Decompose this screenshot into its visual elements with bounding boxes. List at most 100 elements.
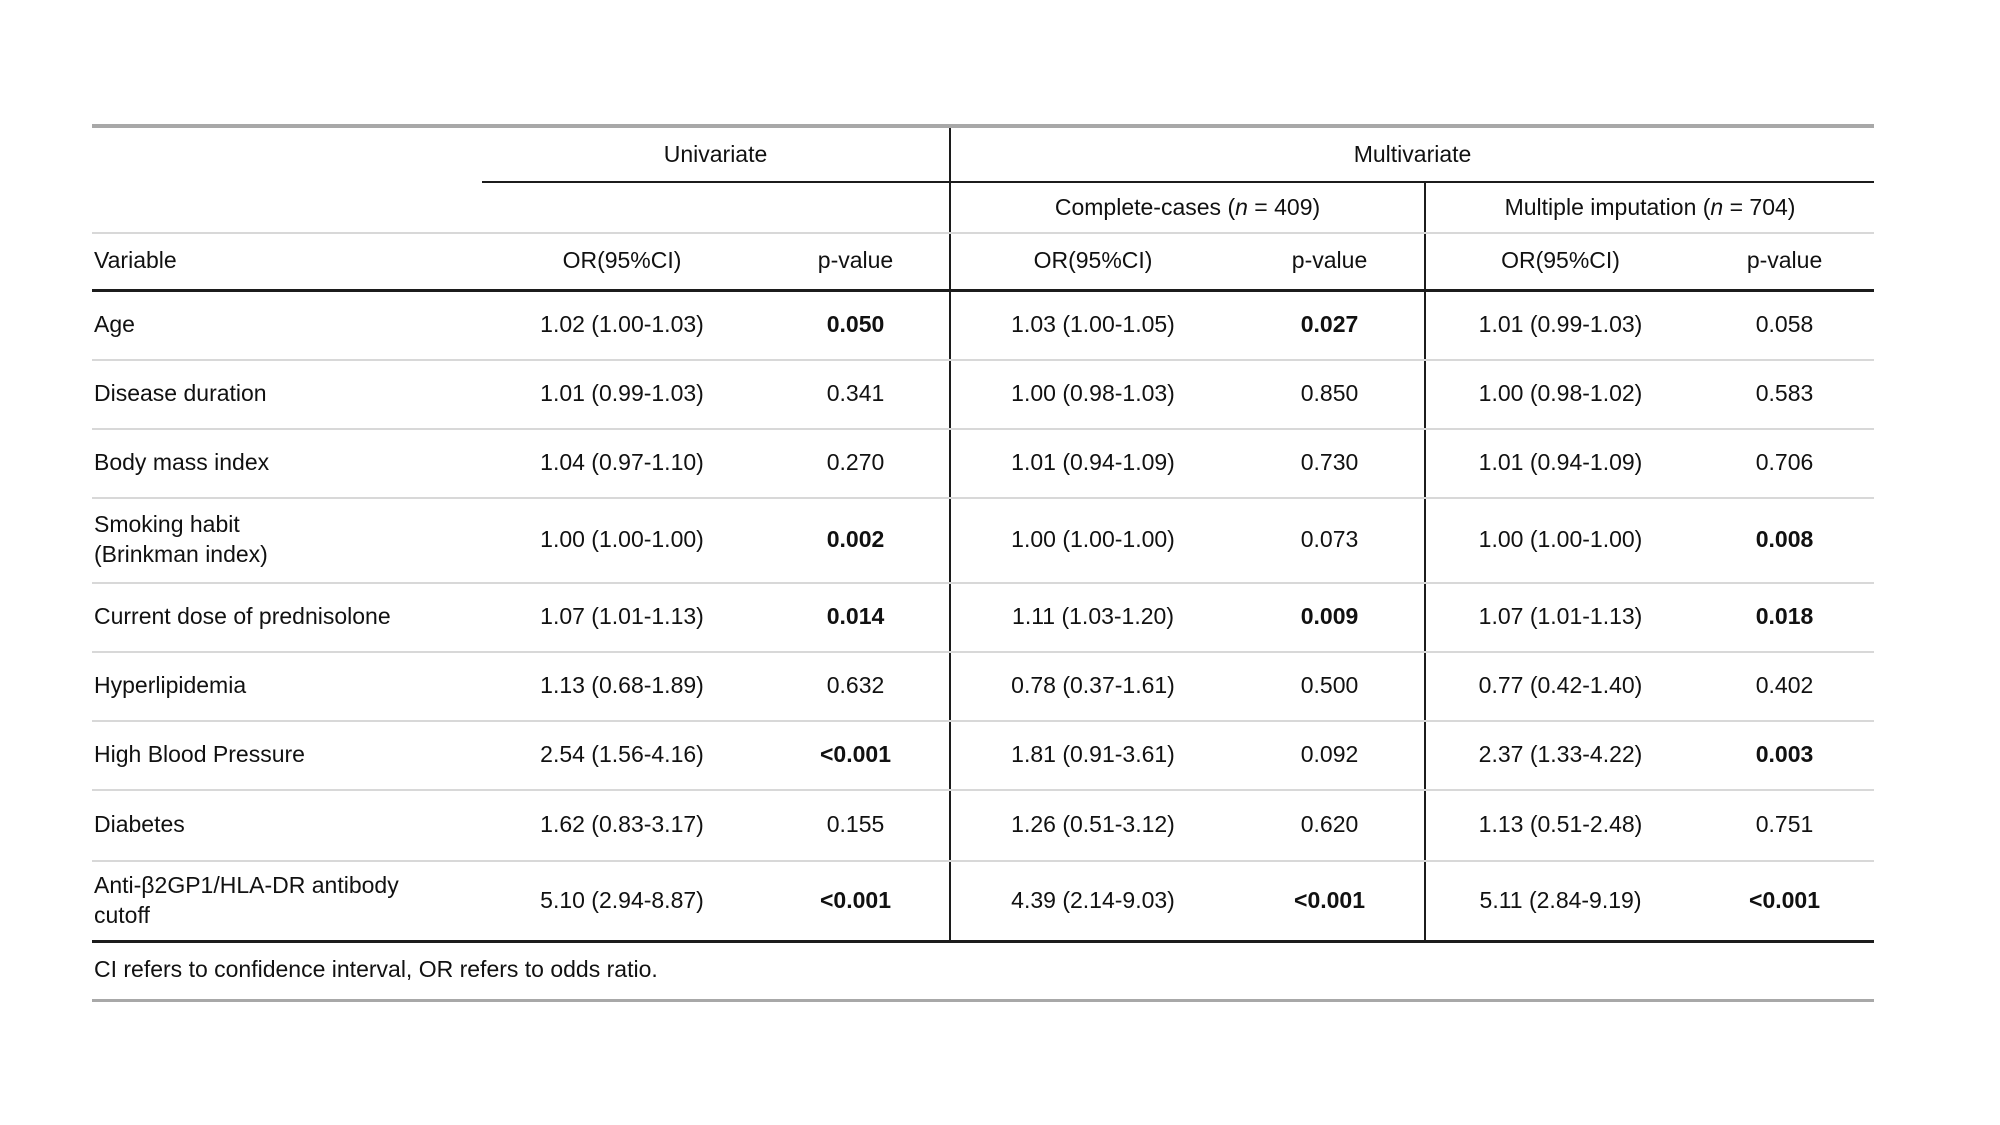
univariate-p-cell: 0.155 [762, 789, 951, 862]
multiple-imputation-p-cell: 0.706 [1695, 428, 1875, 499]
table-footnote: CI refers to confidence interval, OR ref… [92, 943, 1874, 1002]
complete-cases-or-column-header: OR(95%CI) [949, 233, 1236, 292]
complete-cases-p-cell: 0.092 [1235, 720, 1426, 791]
table-row: Current dose of prednisolone 1.07 (1.01-1… [92, 582, 1875, 653]
complete-cases-p-cell: 0.073 [1235, 497, 1426, 584]
multiple-imputation-label-prefix: Multiple imputation ( [1504, 193, 1711, 220]
complete-cases-p-cell: 0.620 [1235, 789, 1426, 862]
complete-cases-or-cell: 1.26 (0.51-3.12) [949, 789, 1236, 862]
table-row: Anti-β2GP1/HLA-DR antibody cutoff 5.10 (2… [92, 860, 1875, 943]
multiple-imputation-label-suffix: = 704) [1723, 193, 1796, 220]
complete-cases-or-cell: 1.03 (1.00-1.05) [949, 290, 1236, 361]
variable-cell: Hyperlipidemia [92, 651, 482, 722]
table-row: Hyperlipidemia 1.13 (0.68-1.89) 0.632 0.78 … [92, 651, 1875, 722]
complete-cases-label-prefix: Complete-cases ( [1054, 193, 1236, 220]
blank-univariate-cell [482, 182, 951, 234]
univariate-p-column-header: p-value [762, 233, 951, 292]
univariate-or-cell: 1.01 (0.99-1.03) [482, 359, 762, 430]
table-body: Age 1.02 (1.00-1.03) 0.050 1.03 (1.00-1.05)… [92, 290, 1875, 943]
multiple-imputation-or-cell: 1.01 (0.94-1.09) [1424, 428, 1696, 499]
univariate-p-cell: 0.632 [762, 651, 951, 722]
multiple-imputation-p-cell: 0.058 [1695, 290, 1875, 361]
blank-corner-cell [92, 128, 482, 182]
multiple-imputation-or-cell: 1.13 (0.51-2.48) [1424, 789, 1696, 862]
complete-cases-or-cell: 0.78 (0.37-1.61) [949, 651, 1236, 722]
univariate-or-cell: 1.13 (0.68-1.89) [482, 651, 762, 722]
multiple-imputation-or-cell: 1.00 (0.98-1.02) [1424, 359, 1696, 430]
multiple-imputation-p-cell: 0.402 [1695, 651, 1875, 722]
univariate-or-cell: 1.02 (1.00-1.03) [482, 290, 762, 361]
univariate-or-cell: 5.10 (2.94-8.87) [482, 860, 762, 943]
univariate-or-column-header: OR(95%CI) [482, 233, 762, 292]
multiple-imputation-or-cell: 5.11 (2.84-9.19) [1424, 860, 1696, 943]
n-symbol: n [1235, 193, 1248, 220]
variable-cell: Current dose of prednisolone [92, 582, 482, 653]
univariate-p-cell: 0.050 [762, 290, 951, 361]
multiple-imputation-or-cell: 1.01 (0.99-1.03) [1424, 290, 1696, 361]
univariate-or-cell: 1.04 (0.97-1.10) [482, 428, 762, 499]
variable-cell: High Blood Pressure [92, 720, 482, 791]
univariate-p-cell: 0.014 [762, 582, 951, 653]
complete-cases-label-suffix: = 409) [1247, 193, 1321, 220]
univariate-or-cell: 1.00 (1.00-1.00) [482, 497, 762, 584]
complete-cases-p-cell: 0.027 [1235, 290, 1426, 361]
subheader-row: Complete-cases (n = 409) Multiple imputa… [92, 182, 1875, 234]
complete-cases-header: Complete-cases (n = 409) [949, 182, 1426, 234]
complete-cases-p-cell: <0.001 [1235, 860, 1426, 943]
variable-cell: Age [92, 290, 482, 361]
multiple-imputation-p-cell: 0.018 [1695, 582, 1875, 653]
variable-cell: Anti-β2GP1/HLA-DR antibody cutoff [92, 860, 482, 943]
table-row: High Blood Pressure 2.54 (1.56-4.16) <0.00… [92, 720, 1875, 791]
multiple-imputation-or-cell: 0.77 (0.42-1.40) [1424, 651, 1696, 722]
multiple-imputation-p-cell: <0.001 [1695, 860, 1875, 943]
multiple-imputation-or-cell: 1.07 (1.01-1.13) [1424, 582, 1696, 653]
univariate-or-cell: 2.54 (1.56-4.16) [482, 720, 762, 791]
univariate-p-cell: <0.001 [762, 720, 951, 791]
complete-cases-p-cell: 0.730 [1235, 428, 1426, 499]
complete-cases-or-cell: 1.11 (1.03-1.20) [949, 582, 1236, 653]
univariate-group-header: Univariate [482, 128, 951, 183]
univariate-or-cell: 1.62 (0.83-3.17) [482, 789, 762, 862]
univariate-p-cell: <0.001 [762, 860, 951, 943]
complete-cases-or-cell: 1.01 (0.94-1.09) [949, 428, 1236, 499]
table-row: Body mass index 1.04 (0.97-1.10) 0.270 1.01… [92, 428, 1875, 499]
multiple-imputation-or-column-header: OR(95%CI) [1424, 233, 1696, 292]
multiple-imputation-or-cell: 1.00 (1.00-1.00) [1424, 497, 1696, 584]
multiple-imputation-or-cell: 2.37 (1.33-4.22) [1424, 720, 1696, 791]
multiple-imputation-p-cell: 0.583 [1695, 359, 1875, 430]
variable-column-header: Variable [92, 233, 482, 292]
univariate-p-cell: 0.341 [762, 359, 951, 430]
univariate-p-cell: 0.270 [762, 428, 951, 499]
univariate-or-cell: 1.07 (1.01-1.13) [482, 582, 762, 653]
results-table: Univariate Multivariate Complete-cases (… [92, 128, 1875, 943]
blank-cell [92, 182, 482, 234]
table-row: Smoking habit (Brinkman index) 1.00 (1.00… [92, 497, 1875, 584]
table-row: Disease duration 1.01 (0.99-1.03) 0.341 1.0… [92, 359, 1875, 430]
complete-cases-or-cell: 4.39 (2.14-9.03) [949, 860, 1236, 943]
multiple-imputation-header: Multiple imputation (n = 704) [1424, 182, 1875, 234]
complete-cases-p-cell: 0.850 [1235, 359, 1426, 430]
complete-cases-p-cell: 0.500 [1235, 651, 1426, 722]
group-header-row: Univariate Multivariate [92, 128, 1875, 183]
complete-cases-or-cell: 1.00 (1.00-1.00) [949, 497, 1236, 584]
univariate-p-cell: 0.002 [762, 497, 951, 584]
variable-cell: Body mass index [92, 428, 482, 499]
multivariate-group-header: Multivariate [949, 128, 1875, 183]
complete-cases-or-cell: 1.00 (0.98-1.03) [949, 359, 1236, 430]
variable-cell: Smoking habit (Brinkman index) [92, 497, 482, 584]
complete-cases-p-cell: 0.009 [1235, 582, 1426, 653]
complete-cases-p-column-header: p-value [1235, 233, 1426, 292]
variable-cell: Disease duration [92, 359, 482, 430]
multiple-imputation-p-cell: 0.751 [1695, 789, 1875, 862]
multiple-imputation-p-cell: 0.003 [1695, 720, 1875, 791]
complete-cases-or-cell: 1.81 (0.91-3.61) [949, 720, 1236, 791]
table-row: Age 1.02 (1.00-1.03) 0.050 1.03 (1.00-1.05)… [92, 290, 1875, 361]
table-row: Diabetes 1.62 (0.83-3.17) 0.155 1.26 (0.51-… [92, 789, 1875, 862]
variable-cell: Diabetes [92, 789, 482, 862]
multiple-imputation-p-cell: 0.008 [1695, 497, 1875, 584]
n-symbol: n [1710, 193, 1724, 220]
multiple-imputation-p-column-header: p-value [1695, 233, 1875, 292]
results-table-container: Univariate Multivariate Complete-cases (… [92, 124, 1875, 1002]
column-header-row: Variable OR(95%CI) p-value OR(95%CI) p-v… [92, 233, 1875, 292]
